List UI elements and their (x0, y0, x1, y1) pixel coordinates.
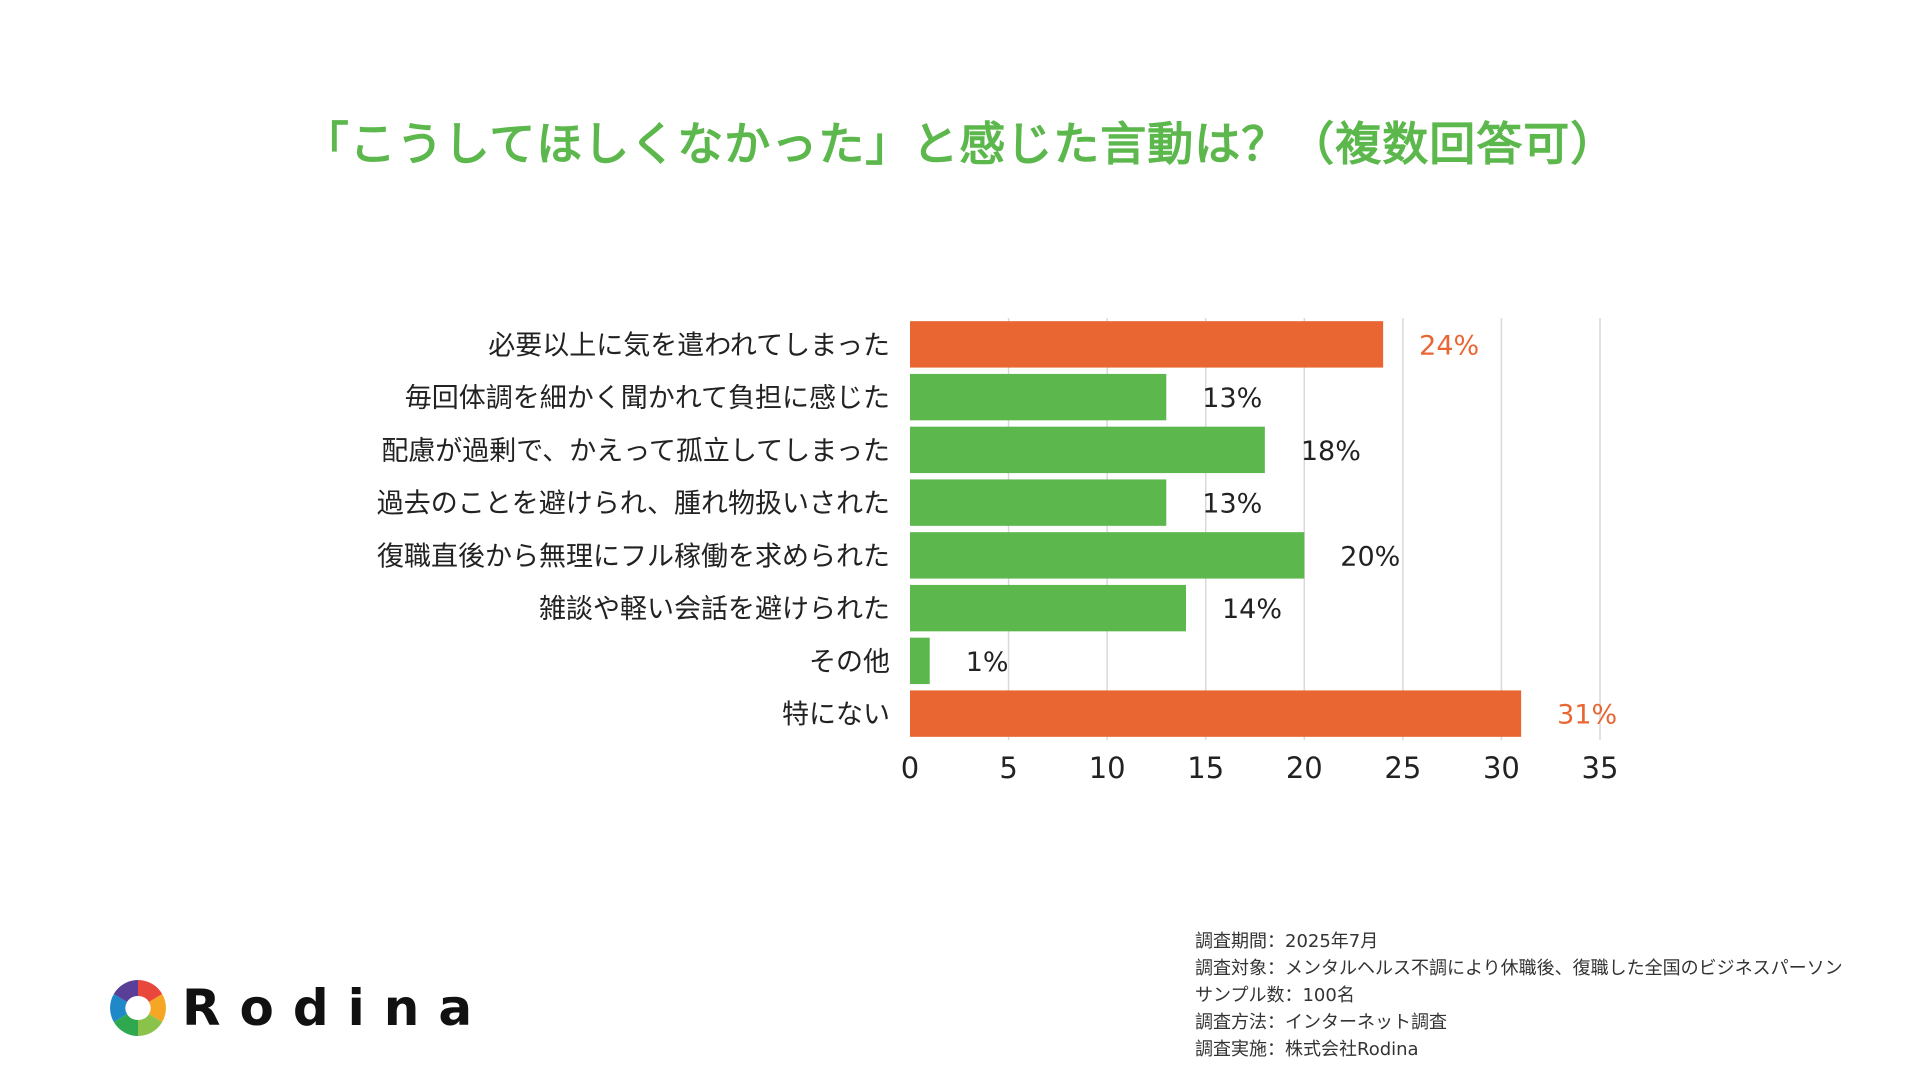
x-tick-label-10: 10 (1089, 751, 1126, 785)
chart-title: 「こうしてほしくなかった」と感じた言動は？（複数回答可） (302, 117, 1618, 171)
category-label-5: 復職直後から無理にフル稼働を求められた (377, 541, 890, 572)
bar-6 (910, 584, 1186, 632)
bar-3 (910, 426, 1265, 474)
category-label-7: その他 (809, 647, 890, 678)
note-survey-period: 調査期間：2025年7月 (1195, 931, 1379, 952)
rodina-logo: Rodina (108, 976, 491, 1040)
category-label-6: 雑談や軽い会話を避けられた (539, 594, 890, 625)
category-label-2: 毎回体調を細かく聞かれて負担に感じた (405, 383, 890, 414)
category-label-3: 配慮が過剰で、かえって孤立してしまった (381, 436, 890, 467)
bars (910, 321, 1522, 737)
category-label-8: 特にない (782, 700, 890, 731)
x-tick-label-25: 25 (1384, 751, 1421, 785)
bar-2 (910, 373, 1167, 421)
bar-8 (910, 690, 1522, 737)
bar-4 (910, 479, 1167, 526)
survey-notes: 調査期間：2025年7月 調査対象：メンタルヘルス不調により休職後、復職した全国… (1195, 928, 1843, 1063)
note-sample-size: サンプル数：100名 (1195, 985, 1355, 1006)
data-label-2: 13% (1202, 383, 1262, 414)
category-label-4: 過去のことを避けられ、腫れ物扱いされた (377, 489, 890, 520)
data-label-4: 13% (1202, 489, 1262, 520)
note-survey-target: 調査対象：メンタルヘルス不調により休職後、復職した全国のビジネスパーソン (1195, 958, 1843, 979)
x-tick-label-0: 0 (901, 751, 919, 785)
x-tick-label-30: 30 (1483, 751, 1520, 785)
data-label-1: 24% (1419, 330, 1479, 361)
bar-1 (910, 321, 1384, 368)
data-label-5: 20% (1340, 541, 1400, 572)
data-label-6: 14% (1222, 594, 1282, 625)
aperture-logo-icon (110, 980, 166, 1036)
category-label-1: 必要以上に気を遣われてしまった (488, 330, 890, 361)
note-survey-method: 調査方法：インターネット調査 (1195, 1012, 1447, 1033)
data-label-8: 31% (1557, 700, 1617, 731)
labels: 必要以上に気を遣われてしまった 24% 毎回体調を細かく聞かれて負担に感じた 13% 配… (377, 330, 1617, 730)
x-tick-label-5: 5 (999, 751, 1017, 785)
bar-5 (910, 532, 1305, 579)
logo-text: Rodina (182, 979, 492, 1037)
x-tick-label-20: 20 (1286, 751, 1323, 785)
x-tick-label-35: 35 (1582, 751, 1619, 785)
note-conducted-by: 調査実施：株式会社Rodina (1195, 1039, 1419, 1060)
data-label-7: 1% (966, 647, 1009, 678)
x-tick-label-15: 15 (1187, 751, 1224, 785)
x-axis-ticks: 0 5 10 15 20 25 30 35 (901, 751, 1619, 785)
data-label-3: 18% (1301, 436, 1361, 467)
bar-7 (910, 637, 930, 685)
